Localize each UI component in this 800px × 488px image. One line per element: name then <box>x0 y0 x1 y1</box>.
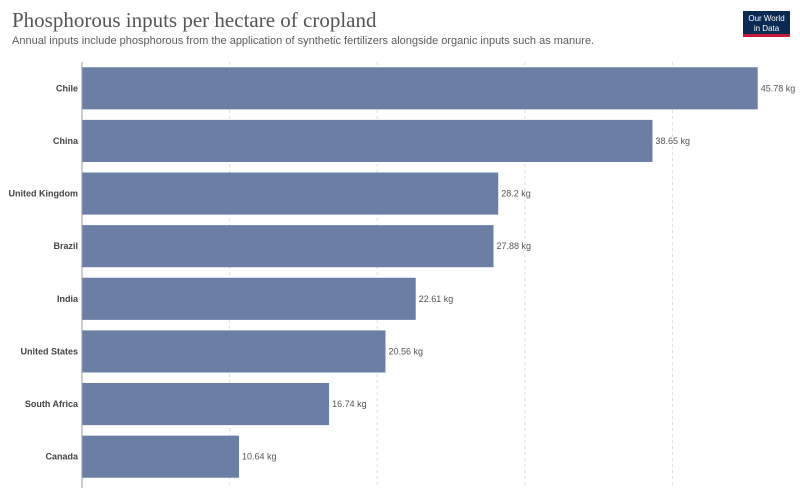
category-label: India <box>57 294 79 304</box>
logo-line-2: in Data <box>753 24 780 33</box>
value-label: 45.78 kg <box>761 83 796 93</box>
value-label: 20.56 kg <box>388 346 423 356</box>
bar-south-africa[interactable] <box>82 383 330 426</box>
value-label: 16.74 kg <box>332 399 367 409</box>
bar-china[interactable] <box>82 119 653 162</box>
chart-title: Phosphorous inputs per hectare of cropla… <box>12 8 377 32</box>
chart-subtitle: Annual inputs include phosphorous from t… <box>12 35 595 47</box>
category-label: Chile <box>56 83 78 93</box>
category-label: China <box>53 136 79 146</box>
category-label: Canada <box>45 452 79 462</box>
bar-united-kingdom[interactable] <box>82 172 499 215</box>
logo-line-1: Our World <box>748 14 785 23</box>
category-label: United Kingdom <box>9 189 79 199</box>
category-label: South Africa <box>25 399 79 409</box>
value-label: 28.2 kg <box>501 189 531 199</box>
owid-logo[interactable]: Our World in Data <box>743 11 790 37</box>
value-label: 38.65 kg <box>655 136 690 146</box>
value-label: 10.64 kg <box>242 452 277 462</box>
bar-brazil[interactable] <box>82 225 494 268</box>
bar-chile[interactable] <box>82 67 758 110</box>
value-label: 27.88 kg <box>497 241 532 251</box>
value-label: 22.61 kg <box>419 294 454 304</box>
bar-united-states[interactable] <box>82 330 386 373</box>
category-label: Brazil <box>53 241 78 251</box>
bar-india[interactable] <box>82 277 416 320</box>
category-label: United States <box>20 346 78 356</box>
category-labels: Chile China United Kingdom Brazil India Unite… <box>9 83 79 461</box>
value-labels: 45.78 kg 38.65 kg 28.2 kg 27.88 kg 22.61 kg 2… <box>242 83 795 461</box>
bars <box>82 67 758 478</box>
bar-canada[interactable] <box>82 435 240 478</box>
